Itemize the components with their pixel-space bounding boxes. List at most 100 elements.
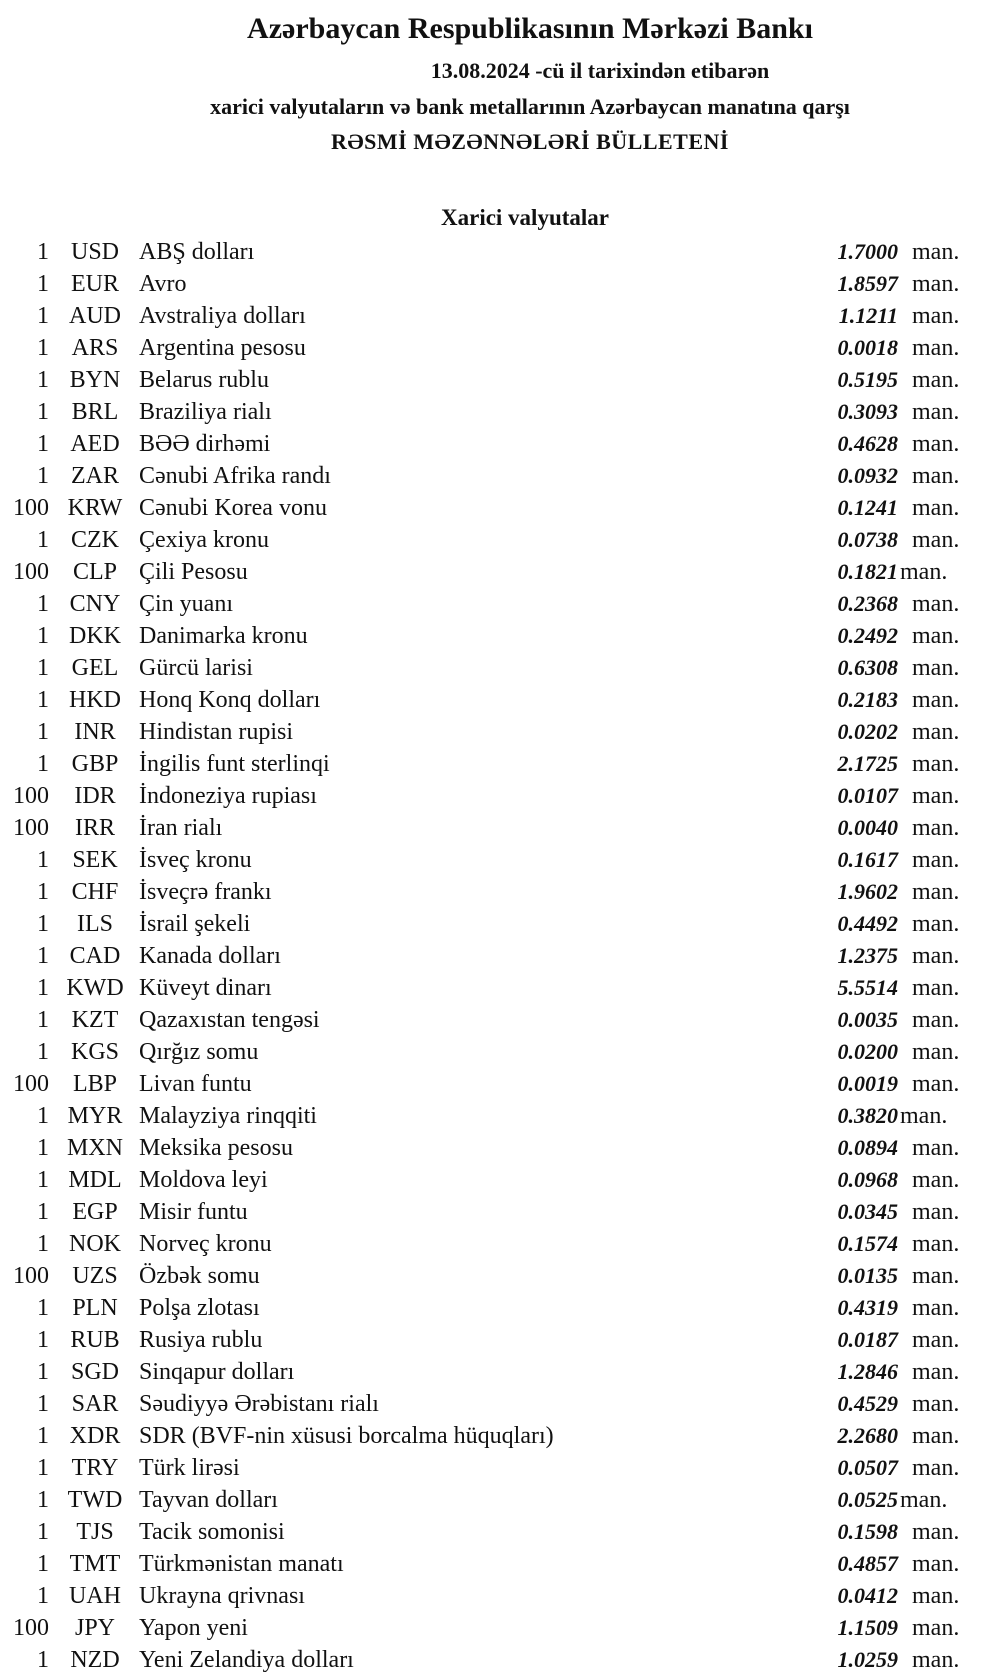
rate-value: 0.2183 bbox=[837, 687, 899, 712]
rate-value: 2.1725 bbox=[837, 751, 899, 776]
quantity: 1 bbox=[37, 847, 49, 873]
table-row: 1 ILS İsrail şekeli 0.4492 man. bbox=[0, 908, 1000, 940]
unit-label: man. bbox=[912, 271, 960, 297]
quantity: 1 bbox=[37, 335, 49, 361]
quantity: 1 bbox=[37, 399, 49, 425]
table-row: 1 SGD Sinqapur dolları 1.2846 man. bbox=[0, 1356, 1000, 1388]
rate-value: 5.5514 bbox=[837, 975, 899, 1000]
currency-code: BYN bbox=[69, 367, 121, 393]
quantity: 1 bbox=[37, 879, 49, 905]
table-row: 1 TMT Türkmənistan manatı 0.4857 man. bbox=[0, 1548, 1000, 1580]
page-title: Azərbaycan Respublikasının Mərkəzi Bankı bbox=[247, 12, 813, 45]
quantity: 1 bbox=[37, 1423, 49, 1449]
currency-code: XDR bbox=[69, 1423, 121, 1449]
quantity: 100 bbox=[13, 1071, 49, 1097]
currency-name: ABŞ dolları bbox=[139, 239, 255, 265]
currency-code: MXN bbox=[66, 1135, 123, 1161]
quantity: 1 bbox=[37, 1647, 49, 1673]
currency-code: UZS bbox=[72, 1263, 118, 1289]
rate-value: 0.0507 bbox=[837, 1455, 899, 1480]
rate-value: 0.1598 bbox=[837, 1519, 899, 1544]
quantity: 100 bbox=[13, 1263, 49, 1289]
currency-code: CNY bbox=[69, 591, 121, 617]
currency-name: Yapon yeni bbox=[139, 1615, 248, 1641]
unit-label: man. bbox=[912, 1551, 960, 1577]
unit-label: man. bbox=[912, 1519, 960, 1545]
currency-code: NZD bbox=[70, 1647, 120, 1673]
rate-value: 1.1509 bbox=[837, 1615, 899, 1640]
currency-name: Tacik somonisi bbox=[139, 1519, 285, 1545]
rate-value: 0.5195 bbox=[837, 367, 899, 392]
quantity: 100 bbox=[13, 559, 49, 585]
unit-label: man. bbox=[912, 1263, 960, 1289]
rate-value: 0.4628 bbox=[837, 431, 899, 456]
quantity: 1 bbox=[37, 751, 49, 777]
currency-name: İsrail şekeli bbox=[139, 911, 251, 937]
table-row: 1 INR Hindistan rupisi 0.0202 man. bbox=[0, 716, 1000, 748]
currency-code: IDR bbox=[74, 783, 116, 809]
currency-name: Argentina pesosu bbox=[139, 335, 306, 361]
table-row: 100 IDR İndoneziya rupiası 0.0107 man. bbox=[0, 780, 1000, 812]
unit-label: man. bbox=[912, 815, 960, 841]
currency-name: BƏƏ dirhəmi bbox=[139, 431, 271, 457]
rate-value: 0.0894 bbox=[837, 1135, 899, 1160]
currency-name: Türkmənistan manatı bbox=[139, 1551, 344, 1577]
currency-code: CZK bbox=[71, 527, 119, 553]
currency-code: KWD bbox=[66, 975, 124, 1001]
rate-value: 0.0040 bbox=[837, 815, 899, 840]
currency-name: Səudiyyə Ərəbistanı rialı bbox=[139, 1391, 379, 1417]
unit-label: man. bbox=[912, 1071, 960, 1097]
currency-code: ZAR bbox=[71, 463, 119, 489]
quantity: 1 bbox=[37, 1583, 49, 1609]
unit-label: man. bbox=[912, 495, 960, 521]
currency-name: İngilis funt sterlinqi bbox=[139, 751, 330, 777]
currency-name: Küveyt dinarı bbox=[139, 975, 272, 1001]
currency-name: Çili Pesosu bbox=[139, 559, 248, 585]
quantity: 1 bbox=[37, 1551, 49, 1577]
rate-value: 0.3820 bbox=[837, 1103, 899, 1128]
bulletin-title: RƏSMİ MƏZƏNNƏLƏRİ BÜLLETENİ bbox=[331, 129, 729, 154]
rate-value: 0.2492 bbox=[837, 623, 899, 648]
table-row: 1 RUB Rusiya rublu 0.0187 man. bbox=[0, 1324, 1000, 1356]
unit-label: man. bbox=[912, 911, 960, 937]
quantity: 1 bbox=[37, 1103, 49, 1129]
quantity: 1 bbox=[37, 463, 49, 489]
table-row: 1 CAD Kanada dolları 1.2375 man. bbox=[0, 940, 1000, 972]
rate-value: 1.8597 bbox=[837, 271, 899, 296]
table-row: 1 KWD Küveyt dinarı 5.5514 man. bbox=[0, 972, 1000, 1004]
unit-label: man. bbox=[912, 879, 960, 905]
table-row: 1 SEK İsveç kronu 0.1617 man. bbox=[0, 844, 1000, 876]
unit-label: man. bbox=[900, 559, 948, 585]
currency-code: DKK bbox=[69, 623, 121, 649]
unit-label: man. bbox=[900, 1103, 948, 1129]
unit-label: man. bbox=[912, 1039, 960, 1065]
quantity: 1 bbox=[37, 239, 49, 265]
date-line: 13.08.2024 -cü il tarixindən etibarən bbox=[430, 58, 770, 83]
currency-name: Moldova leyi bbox=[139, 1167, 268, 1193]
currency-code: EUR bbox=[71, 271, 119, 297]
currency-name: Misir funtu bbox=[139, 1199, 248, 1225]
unit-label: man. bbox=[912, 463, 960, 489]
currency-name: Norveç kronu bbox=[139, 1231, 272, 1257]
rate-value: 0.0035 bbox=[837, 1007, 899, 1032]
rate-value: 0.2368 bbox=[837, 591, 899, 616]
currency-name: Qırğız somu bbox=[139, 1039, 259, 1065]
quantity: 1 bbox=[37, 591, 49, 617]
rate-value: 1.0259 bbox=[837, 1647, 899, 1672]
unit-label: man. bbox=[912, 335, 960, 361]
rate-value: 1.2375 bbox=[837, 943, 899, 968]
quantity: 1 bbox=[37, 1359, 49, 1385]
rate-value: 0.0187 bbox=[837, 1327, 899, 1352]
rate-value: 0.0019 bbox=[837, 1071, 899, 1096]
currency-name: Özbək somu bbox=[139, 1263, 260, 1289]
rate-value: 0.0107 bbox=[837, 783, 899, 808]
currency-code: KGS bbox=[70, 1039, 119, 1065]
currency-code: EGP bbox=[72, 1199, 118, 1225]
quantity: 100 bbox=[13, 495, 49, 521]
quantity: 1 bbox=[37, 687, 49, 713]
currency-name: Cənubi Afrika randı bbox=[139, 463, 331, 489]
unit-label: man. bbox=[912, 623, 960, 649]
unit-label: man. bbox=[912, 1231, 960, 1257]
table-row: 1 TWD Tayvan dolları 0.0525 man. bbox=[0, 1484, 1000, 1516]
currency-code: TJS bbox=[76, 1519, 114, 1545]
